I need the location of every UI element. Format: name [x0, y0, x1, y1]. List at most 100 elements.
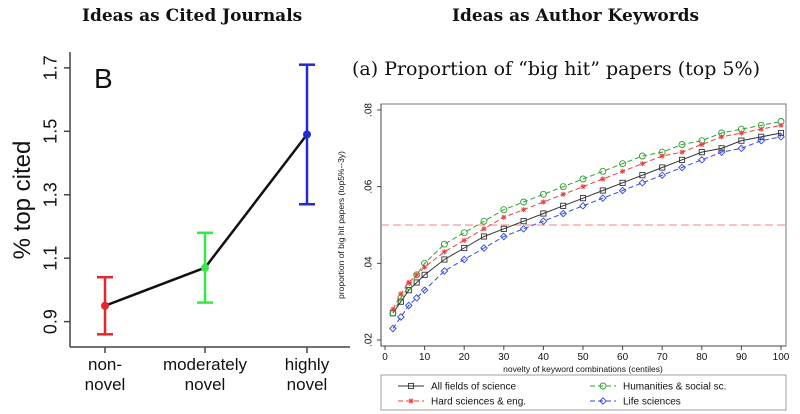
right-x-tick-label: 20	[459, 352, 471, 363]
right-x-tick-label: 0	[382, 352, 388, 363]
data-point	[619, 179, 626, 186]
right-x-ticks: 0 10 20 30 40 50 60 70 80 90 100	[382, 346, 790, 363]
left-x-tick-label: non-	[88, 355, 122, 374]
right-x-tick-label: 90	[736, 352, 748, 363]
data-point	[600, 176, 606, 182]
right-series	[389, 118, 785, 333]
left-x-tick-label: highly	[285, 355, 330, 374]
legend-marker	[407, 382, 415, 390]
data-point	[638, 152, 646, 160]
legend-marker	[599, 382, 607, 390]
data-point	[460, 255, 469, 264]
data-point	[599, 167, 607, 175]
data-point	[778, 122, 784, 128]
left-x-tick-label: novel	[287, 375, 328, 394]
legend-label: Hard sciences & eng.	[431, 397, 526, 408]
data-point	[404, 301, 413, 310]
data-point	[559, 209, 568, 218]
data-point	[598, 194, 607, 203]
data-point	[460, 229, 468, 237]
data-point	[579, 201, 587, 210]
data-point	[678, 156, 686, 163]
data-point	[398, 291, 404, 297]
data-point	[500, 206, 508, 214]
left-y-axis-label: % top cited	[9, 141, 36, 260]
data-point	[101, 301, 109, 310]
data-point	[738, 137, 745, 144]
data-point	[420, 286, 429, 295]
right-y-tick-label: .06	[364, 179, 375, 193]
data-point	[620, 168, 626, 174]
data-point	[480, 244, 488, 252]
left-x-tick-label: novel	[185, 375, 226, 394]
legend-box	[380, 374, 787, 411]
legend-label: Life sciences	[623, 397, 681, 408]
legend-marker	[599, 397, 607, 405]
data-point	[303, 130, 311, 139]
series-line	[392, 124, 782, 310]
data-point	[717, 148, 726, 157]
left-chart: B % top cited 0.91.11.31.51.7 non-novelm…	[9, 52, 350, 394]
legend-label: Humanities & social sc.	[623, 382, 726, 393]
data-point	[777, 132, 785, 141]
data-point	[757, 136, 766, 145]
data-point	[599, 187, 606, 194]
data-point	[639, 172, 646, 179]
right-chart-title: Ideas as Author Keywords	[452, 6, 700, 26]
left-marks	[97, 63, 315, 336]
legend: All fields of science Humanities & social…	[398, 382, 726, 408]
data-point	[480, 217, 488, 225]
right-chart: .02 .04 .06 .08 0 10 20 30 40 50 60 70 80 90 100 nove…	[336, 103, 790, 411]
data-point	[699, 141, 705, 148]
data-point	[389, 324, 397, 333]
right-x-tick-label: 70	[657, 352, 669, 363]
data-point	[679, 149, 685, 155]
data-point	[579, 175, 587, 183]
data-point	[540, 199, 546, 205]
data-point	[422, 264, 428, 270]
right-y-tick-label: .02	[364, 333, 375, 347]
legend-marker	[408, 398, 414, 404]
left-x-tick-label: moderately	[163, 355, 248, 374]
data-point	[678, 141, 686, 148]
data-point	[413, 279, 420, 286]
data-point	[539, 217, 548, 226]
right-x-tick-label: 50	[577, 352, 589, 363]
data-point	[461, 244, 468, 252]
data-point	[559, 183, 567, 191]
right-x-tick-label: 100	[773, 352, 790, 363]
right-y-tick-label: .08	[364, 103, 375, 117]
data-point	[406, 279, 412, 286]
right-y-ticks: .02 .04 .06 .08	[364, 103, 381, 347]
data-point	[639, 161, 645, 167]
data-point	[441, 256, 448, 263]
data-point	[560, 202, 567, 209]
series-line	[392, 121, 782, 314]
data-point	[501, 214, 507, 220]
right-x-tick-label: 60	[617, 352, 629, 363]
legend-label: All fields of science	[431, 382, 516, 393]
data-point	[738, 130, 744, 136]
data-point	[678, 163, 686, 172]
left-y-tick-label: 1.5	[41, 119, 61, 144]
right-y-axis-label: proportion of big hit papers (top5%--3y)	[336, 151, 346, 299]
data-point	[520, 218, 527, 225]
right-x-tick-label: 40	[538, 352, 550, 363]
left-y-tick-label: 1.7	[41, 55, 61, 80]
data-point	[500, 225, 507, 232]
data-point	[539, 190, 547, 198]
data-point	[481, 226, 487, 232]
data-point	[414, 272, 420, 278]
data-point	[461, 237, 467, 243]
panel-label: B	[94, 63, 113, 94]
data-point	[390, 306, 396, 312]
data-point	[540, 210, 547, 217]
data-point	[413, 271, 421, 279]
data-point	[618, 186, 627, 195]
data-point	[737, 144, 746, 153]
data-point	[697, 155, 706, 164]
data-point	[659, 153, 665, 159]
data-point	[421, 271, 428, 278]
